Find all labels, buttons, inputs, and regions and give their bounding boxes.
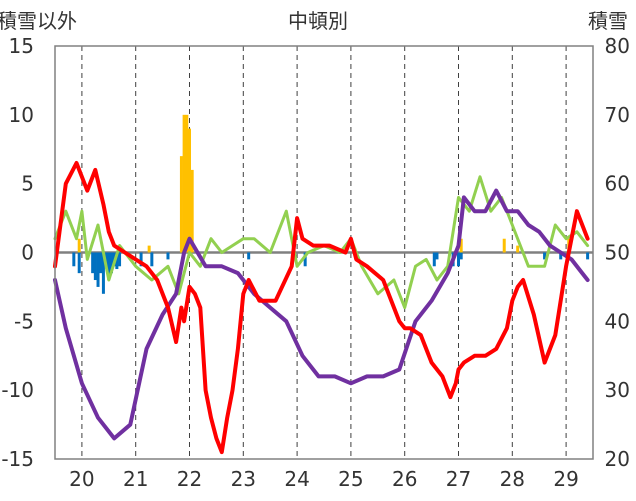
x-tick-label: 27 xyxy=(446,467,471,491)
purple-series-line xyxy=(53,188,590,441)
blue-bar xyxy=(93,252,97,281)
orange-bar xyxy=(459,238,463,253)
orange-bar xyxy=(185,114,189,253)
blue-bar xyxy=(96,252,100,287)
blue-bar xyxy=(99,252,103,274)
orange-bar xyxy=(182,114,186,253)
blue-bar xyxy=(435,252,439,260)
right-axis-ticks: 80 70 60 50 40 30 20 xyxy=(605,34,630,471)
left-axis-ticks: 15 10 5 0 -5 -10 -15 xyxy=(1,34,34,471)
orange-bar xyxy=(516,245,520,253)
right-tick-label: 30 xyxy=(605,378,630,402)
blue-bar xyxy=(166,252,170,260)
left-tick-label: 5 xyxy=(21,172,34,196)
blue-bar xyxy=(109,252,113,274)
left-tick-label: -5 xyxy=(14,309,34,333)
blue-bar xyxy=(115,252,119,270)
orange-bar xyxy=(190,169,194,253)
right-axis-label: 積雪 xyxy=(588,9,628,33)
blue-bar xyxy=(118,252,122,267)
chart-title: 中頓別 xyxy=(288,9,348,33)
x-tick-label: 29 xyxy=(553,467,578,491)
plot-frame xyxy=(54,45,594,460)
blue-bar xyxy=(91,252,95,274)
orange-bar xyxy=(188,128,191,253)
right-tick-label: 60 xyxy=(605,172,630,196)
line-series xyxy=(53,161,590,455)
orange-bar xyxy=(502,238,506,253)
left-tick-label: -15 xyxy=(1,447,34,471)
right-tick-label: 20 xyxy=(605,447,630,471)
blue-bar xyxy=(459,252,463,260)
blue-bar xyxy=(303,252,307,267)
left-tick-label: 15 xyxy=(9,34,34,58)
right-tick-label: 50 xyxy=(605,241,630,265)
blue-bar xyxy=(139,252,143,267)
blue-bar xyxy=(107,252,111,281)
x-axis-ticks: 20 21 22 23 24 25 26 27 28 29 xyxy=(69,467,579,491)
blue-bar xyxy=(77,252,81,274)
x-tick-label: 28 xyxy=(500,467,525,491)
right-tick-label: 40 xyxy=(605,309,630,333)
red-series-line xyxy=(53,161,590,455)
orange-bar xyxy=(147,245,151,253)
orange-bar xyxy=(179,156,183,253)
blue-bar xyxy=(586,252,590,260)
x-tick-label: 22 xyxy=(177,467,202,491)
right-tick-label: 80 xyxy=(605,34,630,58)
blue-bar xyxy=(72,252,76,267)
blue-bar xyxy=(559,252,563,260)
blue-bar xyxy=(150,252,154,267)
orange-bar xyxy=(77,238,81,253)
left-tick-label: 0 xyxy=(21,241,34,265)
blue-bar xyxy=(247,252,251,260)
x-tick-label: 24 xyxy=(284,467,309,491)
blue-bar xyxy=(457,252,460,267)
x-tick-label: 23 xyxy=(231,467,256,491)
blue-bar xyxy=(101,252,105,294)
x-tick-label: 25 xyxy=(338,467,363,491)
left-tick-label: -10 xyxy=(1,378,34,402)
x-tick-label: 20 xyxy=(69,467,94,491)
x-tick-label: 21 xyxy=(123,467,148,491)
blue-bar xyxy=(543,252,547,260)
right-tick-label: 70 xyxy=(605,103,630,127)
blue-bar xyxy=(432,252,436,267)
x-tick-label: 26 xyxy=(392,467,417,491)
left-tick-label: 10 xyxy=(9,103,34,127)
left-axis-label: 積雪以外 xyxy=(0,9,77,33)
